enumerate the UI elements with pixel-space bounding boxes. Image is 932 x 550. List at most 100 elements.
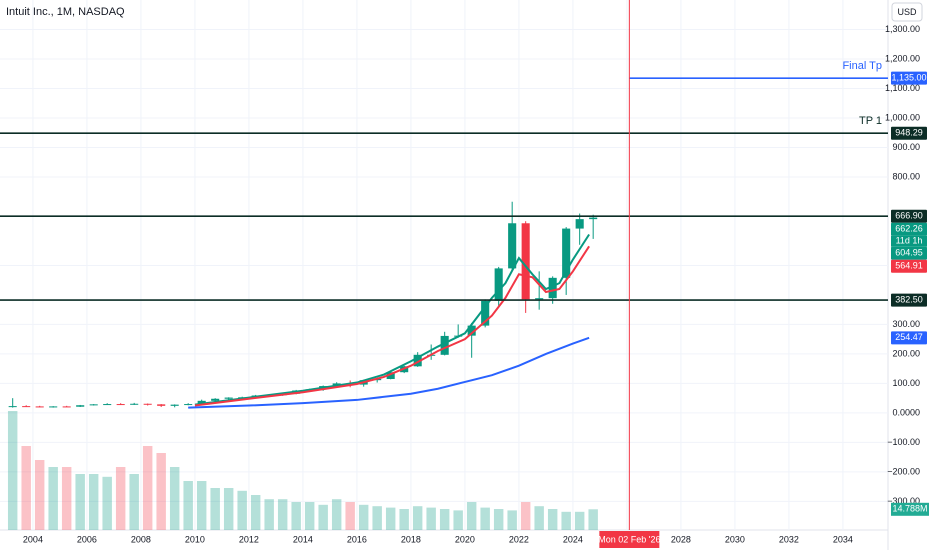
y-tick-label: 200.00: [892, 348, 920, 358]
candle-body: [413, 354, 422, 367]
volume-bar: [453, 510, 463, 530]
moving-average: [194, 233, 590, 406]
countdown-tag: [891, 235, 927, 247]
volume-bar: [318, 504, 328, 530]
candle-body: [89, 404, 98, 406]
volume-bar: [399, 509, 409, 530]
candle-body: [103, 404, 112, 406]
x-tick-label: 2034: [833, 534, 853, 544]
x-tick-label: 2024: [563, 534, 583, 544]
volume-bar: [534, 506, 544, 530]
candle-body: [35, 406, 44, 408]
currency-button[interactable]: [891, 2, 923, 22]
price-tag-label: 564.91: [895, 261, 923, 271]
volume-bar: [277, 499, 288, 530]
volume-bar: [547, 509, 558, 530]
candle-body: [170, 404, 179, 406]
y-tick-label: 1,300.00: [885, 24, 920, 34]
candle-body: [197, 400, 206, 405]
price-tag-label: 666.90: [895, 211, 923, 221]
y-tick-label: 1,000.00: [885, 112, 920, 122]
candle-body: [386, 372, 395, 379]
volume-bar: [439, 509, 450, 530]
volume-bar: [493, 509, 504, 530]
y-tick-label: −300.00: [887, 496, 920, 506]
volume-bar: [237, 490, 247, 530]
volume-bar: [34, 460, 45, 530]
volume-bar: [358, 504, 369, 530]
x-tick-label: 2030: [725, 534, 745, 544]
x-tick-label: 2022: [509, 534, 529, 544]
moving-average: [188, 336, 590, 409]
volume-bar: [480, 507, 490, 530]
x-tick-label: 2008: [131, 534, 151, 544]
volume-bar: [183, 481, 193, 530]
volume-bar: [196, 481, 207, 530]
candle-body: [143, 403, 152, 405]
y-tick-label: 800.00: [892, 171, 920, 181]
candle-body: [535, 298, 544, 300]
volume-bar: [210, 488, 220, 530]
volume-bar: [102, 476, 112, 530]
cursor-date-tag: [599, 531, 660, 548]
level-name: Final Tp: [842, 60, 882, 72]
price-tag-label: 254.47: [895, 332, 923, 342]
candle-body: [211, 398, 220, 401]
volume-bar: [61, 467, 72, 530]
volume-bar: [142, 446, 153, 530]
candle-body: [22, 406, 31, 408]
candle-body: [224, 397, 233, 399]
price-tag-label: 382.50: [895, 294, 923, 304]
y-tick-label: 100.00: [892, 378, 920, 388]
volume-bar: [372, 506, 382, 530]
price-tag: [891, 293, 927, 307]
price-tag-label: 662.26: [895, 224, 923, 234]
countdown-label: 11d 1h: [896, 236, 923, 246]
price-tag-label: 1,135.00: [891, 73, 926, 83]
candle-body: [440, 335, 449, 355]
price-tag-label: 604.95: [895, 248, 923, 258]
y-tick-label: 1,200.00: [885, 53, 920, 63]
candle-body: [76, 405, 85, 407]
price-tag: [891, 246, 927, 260]
candle-body: [575, 219, 584, 229]
candle-body: [8, 406, 17, 408]
price-tag: [891, 331, 927, 345]
volume-bar: [156, 453, 166, 530]
x-tick-label: 2012: [239, 534, 259, 544]
x-tick-label: 2006: [77, 534, 97, 544]
volume-bar: [48, 467, 58, 530]
candle-body: [184, 404, 193, 406]
chart-title: Intuit Inc., 1M, NASDAQ: [6, 6, 125, 18]
candle-body: [130, 403, 139, 405]
price-tag: [891, 71, 927, 85]
x-tick-label: 2020: [455, 534, 475, 544]
candle-body: [157, 404, 166, 406]
price-tag: [891, 222, 927, 236]
x-tick-label: 2028: [671, 534, 691, 544]
y-tick-label: 300.00: [892, 319, 920, 329]
moving-average: [194, 245, 590, 407]
volume-tag-label: 14.788M: [892, 504, 927, 514]
volume-bar: [129, 474, 139, 530]
volume-bar: [345, 502, 355, 530]
volume-bar: [21, 446, 31, 530]
price-tag: [891, 209, 927, 223]
candle-body: [548, 277, 557, 299]
price-tag: [891, 259, 927, 273]
currency-label: USD: [897, 7, 917, 17]
volume-bar: [264, 499, 274, 530]
volume-bar: [115, 467, 126, 530]
volume-bar: [507, 510, 517, 530]
volume-bar: [169, 467, 180, 530]
cursor-date-label: Mon 02 Feb '26: [598, 534, 660, 544]
x-tick-label: 2018: [401, 534, 421, 544]
volume-bar: [588, 509, 598, 530]
candle-body: [49, 406, 58, 408]
level-name: TP 1: [859, 115, 882, 127]
x-tick-label: 2014: [293, 534, 313, 544]
volume-bar: [561, 511, 571, 530]
volume-bar: [426, 507, 436, 530]
x-tick-label: 2032: [779, 534, 799, 544]
